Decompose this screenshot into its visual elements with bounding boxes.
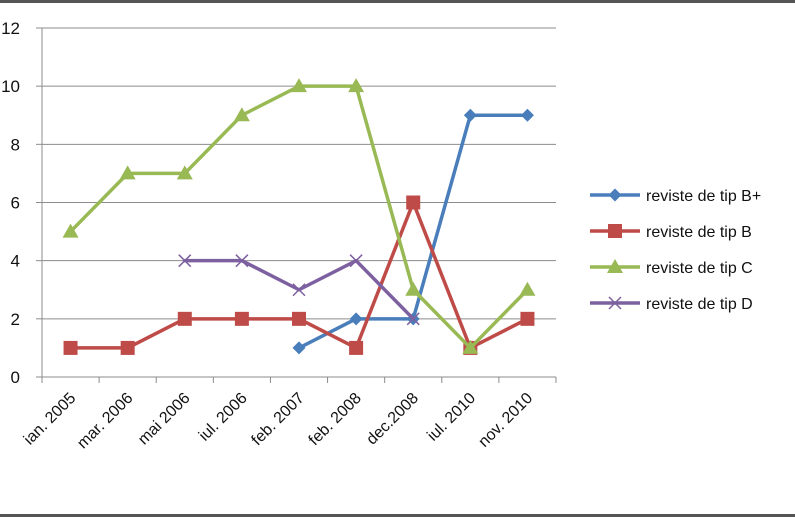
marker-diamond — [463, 108, 477, 122]
x-tick-label: iul. 2010 — [424, 390, 479, 445]
x-tick-label: mar. 2006 — [74, 390, 136, 452]
x-tick-label: mai 2006 — [135, 390, 194, 449]
y-tick-labels: 0 2 4 6 8 10 12 — [1, 19, 20, 387]
marker-x-stroke — [608, 296, 622, 310]
marker-triangle — [405, 281, 422, 296]
marker-triangle — [119, 165, 136, 180]
marker-x — [608, 296, 622, 310]
marker-square — [177, 311, 192, 326]
marker-square — [120, 340, 135, 355]
legend-label: reviste de tip C — [646, 260, 753, 277]
marker-square — [234, 311, 249, 326]
marker-triangle — [291, 78, 307, 93]
axes — [36, 27, 557, 383]
marker-triangle — [62, 223, 79, 238]
marker-x — [235, 254, 249, 268]
y-tick-label: 10 — [1, 77, 20, 96]
x-tick-label: feb. 2008 — [306, 390, 365, 449]
gridlines — [42, 27, 556, 320]
marker-x — [292, 283, 306, 297]
y-tick-label: 0 — [11, 368, 20, 387]
y-tick-label: 4 — [11, 252, 20, 271]
marker-x-stroke — [349, 254, 363, 268]
marker-triangle — [519, 281, 536, 296]
y-tick-label: 6 — [11, 194, 20, 213]
legend-item-1: reviste de tip B+ — [590, 188, 761, 205]
series-line — [68, 200, 530, 350]
marker-square — [63, 340, 78, 355]
legend-label: reviste de tip B+ — [646, 188, 761, 205]
legend-item-3: reviste de tip C — [590, 259, 753, 277]
marker-diamond — [608, 188, 622, 202]
marker-triangle — [348, 78, 365, 93]
x-tick-label: nov. 2010 — [475, 390, 536, 451]
x-tick-label: iul. 2006 — [196, 390, 251, 445]
marker-square — [608, 224, 622, 238]
marker-diamond — [520, 108, 534, 122]
y-tick-label: 2 — [11, 310, 20, 329]
legend-item-4: reviste de tip D — [590, 296, 753, 313]
x-tick-label: ian. 2005 — [21, 390, 80, 449]
marker-triangle — [233, 107, 250, 122]
marker-x — [349, 254, 363, 268]
marker-x-stroke — [178, 254, 192, 268]
y-tick-label: 8 — [11, 135, 20, 154]
series-2 — [63, 195, 535, 355]
marker-x-stroke — [235, 254, 249, 268]
marker-square — [406, 195, 421, 210]
marker-square — [349, 340, 364, 355]
legend-label: reviste de tip B — [646, 224, 752, 241]
series-4 — [178, 254, 420, 326]
x-tick-label: feb. 2007 — [249, 390, 308, 449]
marker-x — [406, 312, 420, 326]
marker-triangle — [176, 165, 193, 180]
y-tick-label: 12 — [1, 19, 20, 38]
marker-diamond — [292, 341, 306, 355]
legend-label: reviste de tip D — [646, 296, 753, 313]
marker-square — [520, 311, 535, 326]
legend-item-2: reviste de tip B — [590, 224, 752, 241]
series-lines — [62, 78, 536, 355]
marker-triangle — [462, 339, 479, 354]
marker-diamond — [349, 312, 363, 326]
series-3 — [62, 78, 536, 354]
marker-triangle — [607, 259, 623, 273]
marker-x — [178, 254, 192, 268]
marker-x-stroke — [406, 312, 420, 326]
x-tick-label: dec.2008 — [363, 390, 422, 449]
marker-square — [292, 311, 306, 326]
series-line — [68, 84, 530, 350]
marker-x-stroke — [292, 283, 306, 297]
legend: reviste de tip B+ reviste de tip B reviste… — [590, 188, 761, 313]
